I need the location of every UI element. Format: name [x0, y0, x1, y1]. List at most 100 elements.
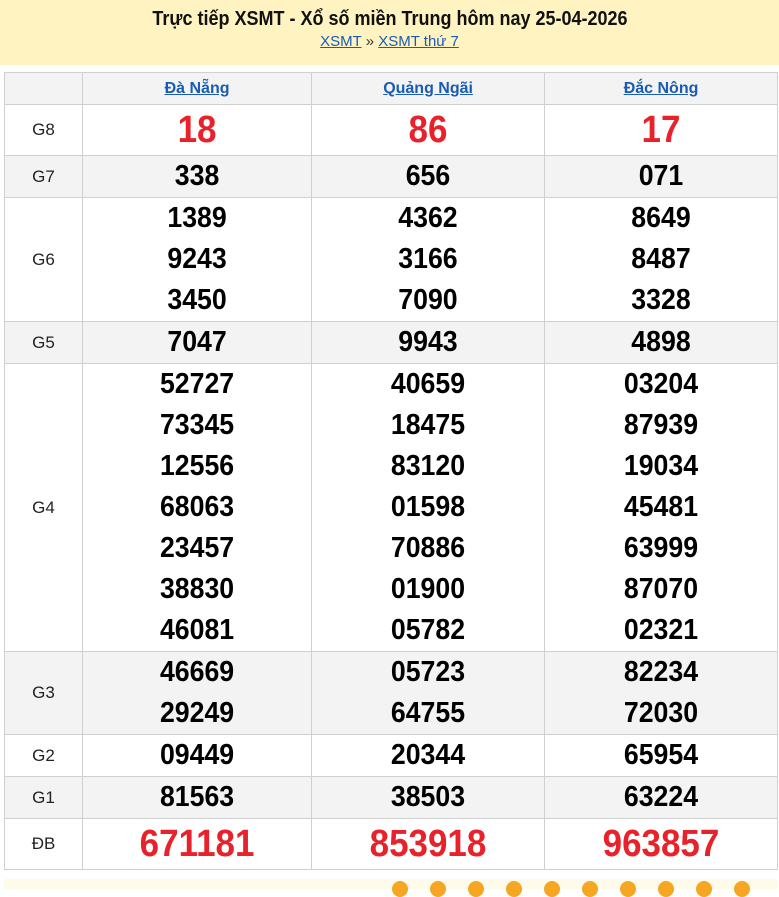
page-title: Trực tiếp XSMT - Xổ số miền Trung hôm na…	[151, 8, 628, 30]
prize-label: ĐB	[4, 818, 83, 870]
prize-number: 19034	[623, 450, 699, 482]
prize-row: G8 18 86 17	[4, 104, 778, 156]
prize-number: 853918	[369, 823, 487, 865]
prize-number: 68063	[159, 491, 235, 523]
prize-number: 3450	[167, 284, 227, 316]
prize-number: 23457	[159, 532, 235, 564]
prize-cell: 52727 73345 12556 68063 23457 38830 46081	[81, 363, 313, 652]
prize-cell: 38503	[311, 776, 546, 819]
prize-cell: 17	[544, 104, 778, 156]
province-header: Đà Nẵng	[81, 72, 313, 105]
prize-number: 81563	[159, 781, 235, 813]
loading-dot	[430, 881, 446, 897]
prize-cell: 20344	[311, 734, 546, 777]
loading-dot	[506, 881, 522, 897]
prize-cell: 963857	[544, 818, 778, 870]
loading-dot	[392, 881, 408, 897]
prize-number: 18475	[390, 409, 466, 441]
prize-cell: 86	[311, 104, 546, 156]
prize-number: 1389	[167, 202, 227, 234]
prize-number: 70886	[390, 532, 466, 564]
province-header: Quảng Ngãi	[311, 72, 546, 105]
prize-number: 86	[408, 109, 448, 151]
prize-label: G6	[4, 197, 83, 322]
prize-number: 4898	[631, 326, 691, 358]
prize-label: G2	[4, 734, 83, 777]
prize-row: G5 7047 9943 4898	[4, 321, 778, 364]
prize-cell: 071	[544, 155, 778, 198]
results-table: Đà Nẵng Quảng Ngãi Đắc Nông G8 18 86 17 G7 338 6…	[4, 72, 778, 870]
prize-number: 38503	[390, 781, 466, 813]
prize-row: G2 09449 20344 65954	[4, 734, 778, 777]
prize-number: 9243	[167, 243, 227, 275]
prize-number: 46669	[159, 656, 235, 688]
prize-number: 40659	[390, 368, 466, 400]
corner-cell	[4, 72, 83, 105]
prize-number: 12556	[159, 450, 235, 482]
province-link[interactable]: Đà Nẵng	[164, 79, 230, 97]
prize-row: G7 338 656 071	[4, 155, 778, 198]
prize-row: G3 46669 29249 05723 64755 82234 72030	[4, 651, 778, 735]
prize-cell: 853918	[311, 818, 546, 870]
prize-row: G4 52727 73345 12556 68063 23457 38830 46081 406…	[4, 363, 778, 652]
prize-number: 3328	[631, 284, 691, 316]
prize-cell: 9943	[311, 321, 546, 364]
prize-number: 64755	[390, 697, 466, 729]
prize-number: 18	[177, 109, 217, 151]
prize-number: 02321	[623, 614, 699, 646]
prize-number: 63224	[623, 781, 699, 813]
prize-label: G8	[4, 104, 83, 156]
prize-number: 8649	[631, 202, 691, 234]
prize-cell: 65954	[544, 734, 778, 777]
prize-number: 63999	[623, 532, 699, 564]
loading-dot	[582, 881, 598, 897]
prize-number: 72030	[623, 697, 699, 729]
prize-number: 01900	[390, 573, 466, 605]
loading-dots	[4, 879, 778, 897]
province-link[interactable]: Đắc Nông	[623, 79, 699, 97]
province-header: Đắc Nông	[544, 72, 778, 105]
prize-cell: 656	[311, 155, 546, 198]
prize-label: G3	[4, 651, 83, 735]
prize-label: G7	[4, 155, 83, 198]
breadcrumb-xsmt[interactable]: XSMT	[320, 33, 362, 50]
prize-number: 7047	[167, 326, 227, 358]
prize-cell: 338	[81, 155, 313, 198]
prize-number: 7090	[398, 284, 458, 316]
prize-cell: 4898	[544, 321, 778, 364]
prize-number: 17	[641, 109, 681, 151]
prize-number: 671181	[139, 823, 255, 865]
prize-number: 03204	[623, 368, 699, 400]
breadcrumb-xsmt-thu-7[interactable]: XSMT thứ 7	[378, 33, 459, 50]
prize-row: G6 1389 9243 3450 4362 3166 7090 8649 8487 3328	[4, 197, 778, 322]
prize-number: 3166	[398, 243, 458, 275]
prize-label: G4	[4, 363, 83, 652]
prize-number: 83120	[390, 450, 466, 482]
breadcrumb-separator: »	[365, 33, 375, 50]
prize-number: 656	[405, 160, 451, 192]
prize-cell: 46669 29249	[81, 651, 313, 735]
prize-number: 01598	[390, 491, 466, 523]
prize-row: G1 81563 38503 63224	[4, 776, 778, 819]
prize-label: G1	[4, 776, 83, 819]
prize-cell: 63224	[544, 776, 778, 819]
prize-row: ĐB 671181 853918 963857	[4, 818, 778, 870]
prize-number: 338	[174, 160, 220, 192]
prize-cell: 4362 3166 7090	[311, 197, 546, 322]
loading-dot	[696, 881, 712, 897]
prize-cell: 05723 64755	[311, 651, 546, 735]
prize-cell: 03204 87939 19034 45481 63999 87070 02321	[544, 363, 778, 652]
prize-number: 52727	[159, 368, 235, 400]
prize-number: 09449	[159, 739, 235, 771]
prize-cell: 82234 72030	[544, 651, 778, 735]
prize-cell: 7047	[81, 321, 313, 364]
prize-number: 82234	[623, 656, 699, 688]
loading-dot	[468, 881, 484, 897]
prize-cell: 671181	[81, 818, 313, 870]
prize-number: 071	[638, 160, 684, 192]
prize-number: 05723	[390, 656, 466, 688]
prize-number: 29249	[159, 697, 235, 729]
breadcrumb: XSMT » XSMT thứ 7	[0, 33, 779, 50]
prize-number: 73345	[159, 409, 235, 441]
province-link[interactable]: Quảng Ngãi	[383, 79, 473, 97]
